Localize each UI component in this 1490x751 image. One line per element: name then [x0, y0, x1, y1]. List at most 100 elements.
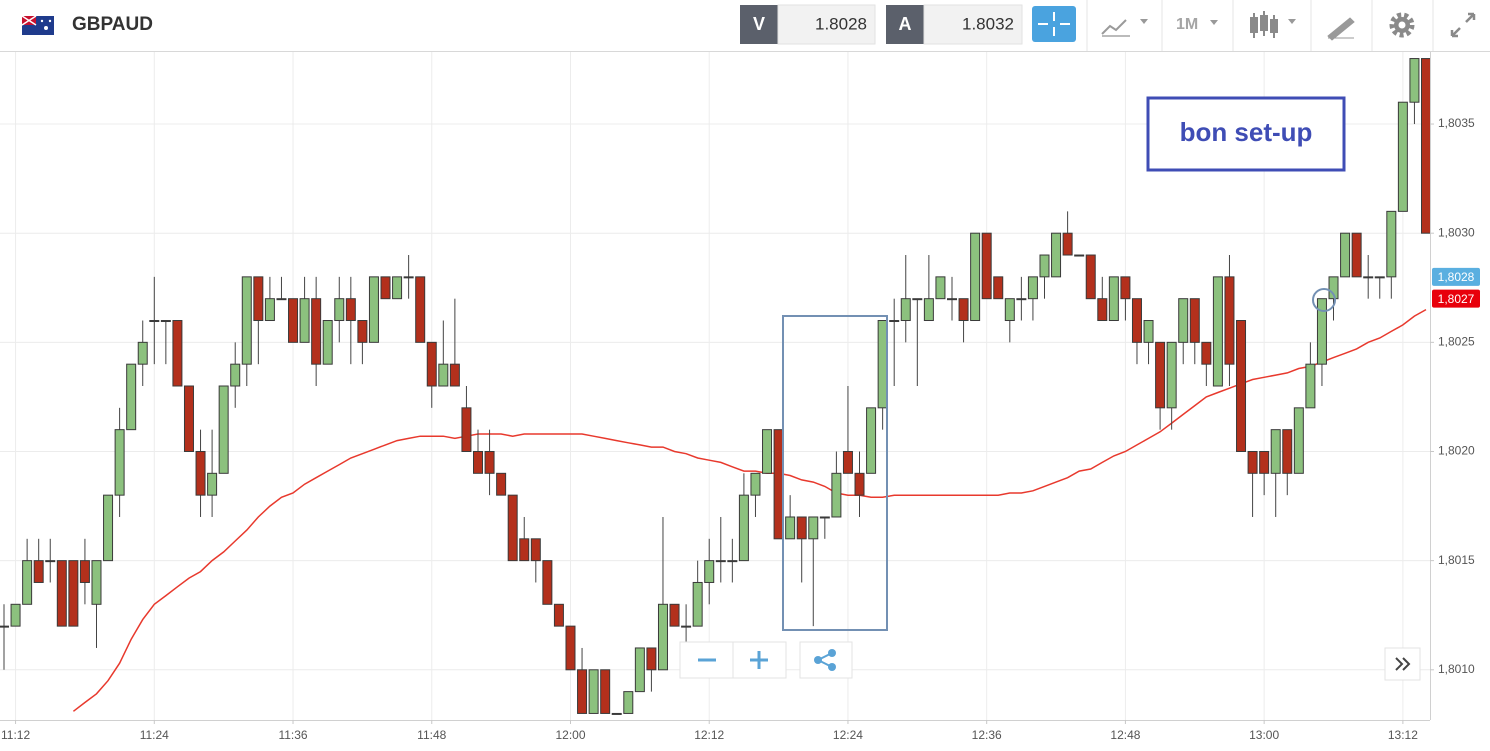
candle-body — [1051, 232, 1062, 278]
candle-body — [126, 363, 137, 431]
candle-body — [958, 298, 969, 322]
x-tick-label: 11:36 — [278, 728, 307, 742]
x-tick-label: 11:24 — [140, 728, 169, 742]
candle-body — [461, 407, 472, 452]
candle-body — [900, 298, 911, 322]
candle-body — [577, 669, 588, 714]
candle-body — [334, 298, 345, 322]
candle-body — [889, 320, 900, 323]
candle-body — [392, 276, 403, 300]
ask-label: A — [899, 14, 912, 34]
candle-body — [1328, 276, 1339, 300]
candle-body — [1155, 341, 1166, 409]
draw-button[interactable] — [1327, 17, 1355, 41]
candle-body — [1409, 58, 1420, 103]
candle-body — [796, 516, 807, 540]
chart-type-button[interactable] — [1101, 19, 1148, 37]
candle-body — [634, 647, 645, 693]
candle-body — [1421, 58, 1430, 234]
candle-body — [33, 560, 44, 583]
candle-body — [831, 472, 842, 518]
candle-body — [692, 581, 703, 627]
candle-body — [311, 298, 322, 365]
ask-price: 1.8032 — [962, 14, 1014, 33]
candle-body — [403, 276, 414, 279]
settings-button[interactable] — [1389, 12, 1415, 38]
candle-body — [981, 232, 992, 300]
price-tag-label: 1,8027 — [1438, 292, 1475, 306]
candle-body — [1178, 298, 1189, 343]
candle-body — [357, 320, 368, 343]
candle-body — [646, 647, 657, 671]
y-tick-label: 1,8010 — [1438, 662, 1475, 676]
candle-type-button[interactable] — [1250, 11, 1296, 38]
candle-body — [912, 298, 923, 301]
candle-body — [172, 320, 183, 387]
axes: 1,8010 1,8015 1,8020 1,8025 1,8030 1,8035 11:1… — [1, 116, 1480, 742]
candle-body — [207, 472, 218, 496]
candle-body — [738, 494, 749, 562]
candle-body — [785, 516, 796, 540]
candle-body — [0, 625, 9, 628]
candle-body — [947, 298, 957, 301]
candle-body — [970, 232, 981, 322]
candle-body — [842, 450, 853, 474]
candle-body — [183, 385, 194, 452]
candle-body — [877, 320, 888, 409]
candle-body — [623, 691, 634, 714]
flag — [21, 15, 54, 35]
candle-body — [1247, 450, 1258, 474]
candle-body — [542, 560, 553, 605]
zoom-in[interactable] — [750, 651, 768, 669]
candle-body — [299, 298, 310, 343]
candle-body — [854, 472, 865, 496]
ask-badge[interactable] — [886, 5, 924, 44]
timeframe[interactable]: 1M — [1176, 16, 1198, 33]
candle-body — [750, 472, 761, 496]
zoom-controls — [679, 641, 1421, 681]
candle-body — [195, 450, 206, 496]
candle-body — [1027, 276, 1038, 300]
candle-body — [866, 407, 877, 474]
candle-body — [368, 276, 379, 343]
candle-body — [1270, 429, 1281, 474]
ask-box[interactable] — [923, 4, 1023, 45]
candle-body — [56, 560, 67, 627]
candle-body — [230, 363, 241, 387]
highlight-circle — [1312, 288, 1336, 312]
y-tick-label: 1,8020 — [1438, 444, 1475, 458]
price-tag — [1432, 267, 1480, 286]
fullscreen-button[interactable] — [1450, 12, 1476, 38]
candle-body — [600, 669, 611, 714]
candle-body — [68, 560, 79, 627]
share-button[interactable] — [799, 641, 853, 679]
candle-body — [253, 276, 264, 322]
highlight-box — [782, 315, 888, 631]
candle-body — [1131, 298, 1142, 343]
x-tick-label: 12:48 — [1110, 728, 1140, 742]
candle-body — [1374, 276, 1385, 279]
bid-label: V — [753, 14, 765, 34]
candle-body — [137, 341, 148, 365]
candle-body — [519, 538, 530, 562]
candle-body — [45, 560, 56, 563]
candle-body — [1212, 276, 1223, 387]
candle-body — [322, 320, 333, 365]
candle-body — [1351, 232, 1362, 278]
bid-badge[interactable] — [740, 5, 778, 44]
bid-box[interactable] — [777, 4, 876, 45]
candle-body — [923, 298, 934, 322]
candle-body — [1108, 276, 1119, 322]
candle-body — [449, 363, 460, 387]
candle-body — [1224, 276, 1235, 365]
annotation-box — [1146, 96, 1346, 172]
candle-body — [276, 298, 287, 301]
y-tick-label: 1,8025 — [1438, 335, 1475, 349]
candle-body — [530, 538, 541, 562]
y-tick-label: 1,8030 — [1438, 225, 1475, 239]
candle-body — [657, 603, 668, 671]
candle-body — [1039, 254, 1050, 278]
crosshair-button[interactable] — [1032, 6, 1076, 42]
candle-body — [727, 560, 738, 563]
